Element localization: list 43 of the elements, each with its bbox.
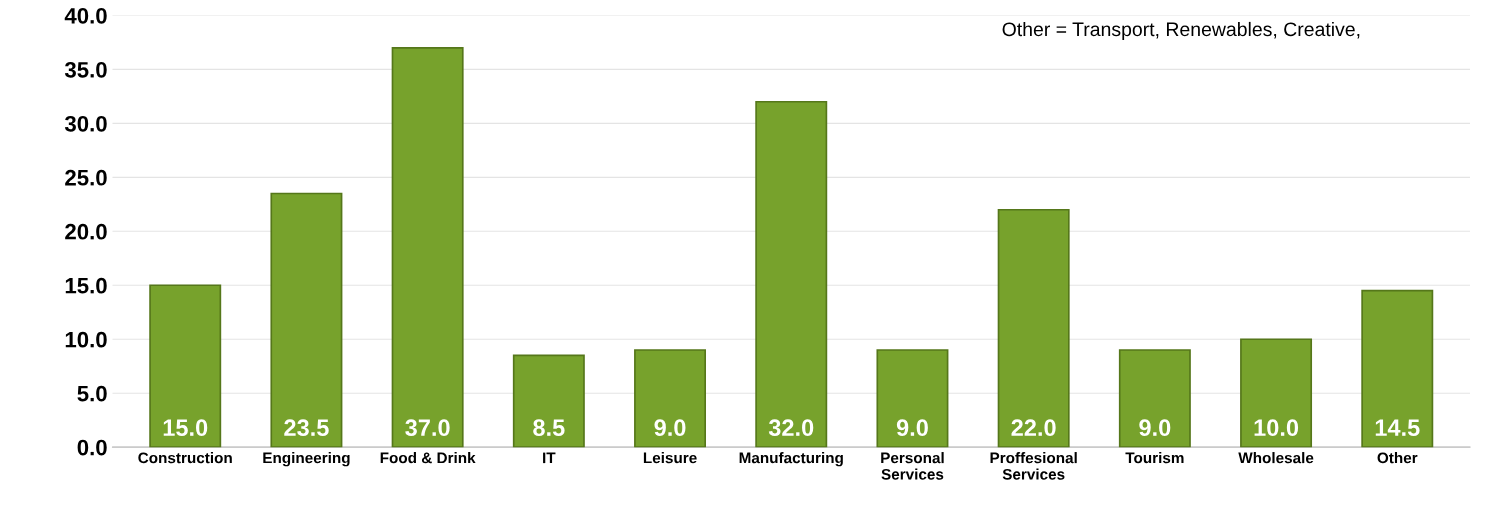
bar [391, 46, 464, 448]
data-label: 37.0 [405, 419, 450, 437]
y-tick-label: 30.0 [64, 115, 107, 132]
data-label: 9.0 [1139, 419, 1171, 437]
data-label: 23.5 [284, 419, 329, 437]
x-tick-label: Leisure [643, 452, 697, 464]
x-tick-label: Other [1377, 452, 1418, 464]
y-tick-label: 0.0 [77, 439, 107, 456]
x-tick-label: Personal Services [881, 452, 944, 480]
x-tick-label: Proffesional Services [990, 452, 1077, 480]
data-label: 9.0 [896, 419, 928, 437]
x-tick-label: Tourism [1125, 452, 1184, 464]
x-tick-label: Construction [138, 452, 232, 464]
data-label: 32.0 [768, 419, 814, 437]
y-tick-label: 10.0 [65, 331, 107, 348]
bar [997, 208, 1070, 448]
bar [1240, 338, 1313, 448]
x-tick-label: Wholesale [1238, 452, 1314, 464]
bar [634, 349, 707, 448]
bar [755, 100, 828, 448]
bar [512, 354, 585, 448]
x-tick-label: Food & Drink [380, 452, 476, 464]
data-label: 15.0 [163, 419, 208, 437]
x-tick-label: Manufacturing [739, 452, 843, 467]
y-tick-label: 15.0 [65, 277, 107, 294]
data-label: 22.0 [1011, 419, 1056, 437]
data-label: 9.0 [654, 419, 686, 437]
bar [270, 192, 343, 448]
bar [1118, 349, 1191, 448]
bar [876, 349, 949, 448]
annotation: Other = Transport, Renewables, Creative, [1002, 21, 1360, 41]
y-tick-label: 5.0 [77, 385, 107, 402]
x-tick-label: Engineering [263, 452, 350, 467]
y-tick-label: 20.0 [65, 223, 107, 240]
y-tick-label: 40.0 [64, 7, 107, 24]
bar [149, 284, 222, 448]
data-label: 10.0 [1254, 419, 1299, 437]
data-label: 14.5 [1375, 419, 1420, 437]
y-tick-label: 25.0 [65, 169, 107, 186]
y-tick-label: 35.0 [64, 61, 107, 78]
data-label: 8.5 [533, 419, 565, 437]
x-tick-label: IT [543, 452, 556, 464]
bar [1361, 289, 1434, 448]
